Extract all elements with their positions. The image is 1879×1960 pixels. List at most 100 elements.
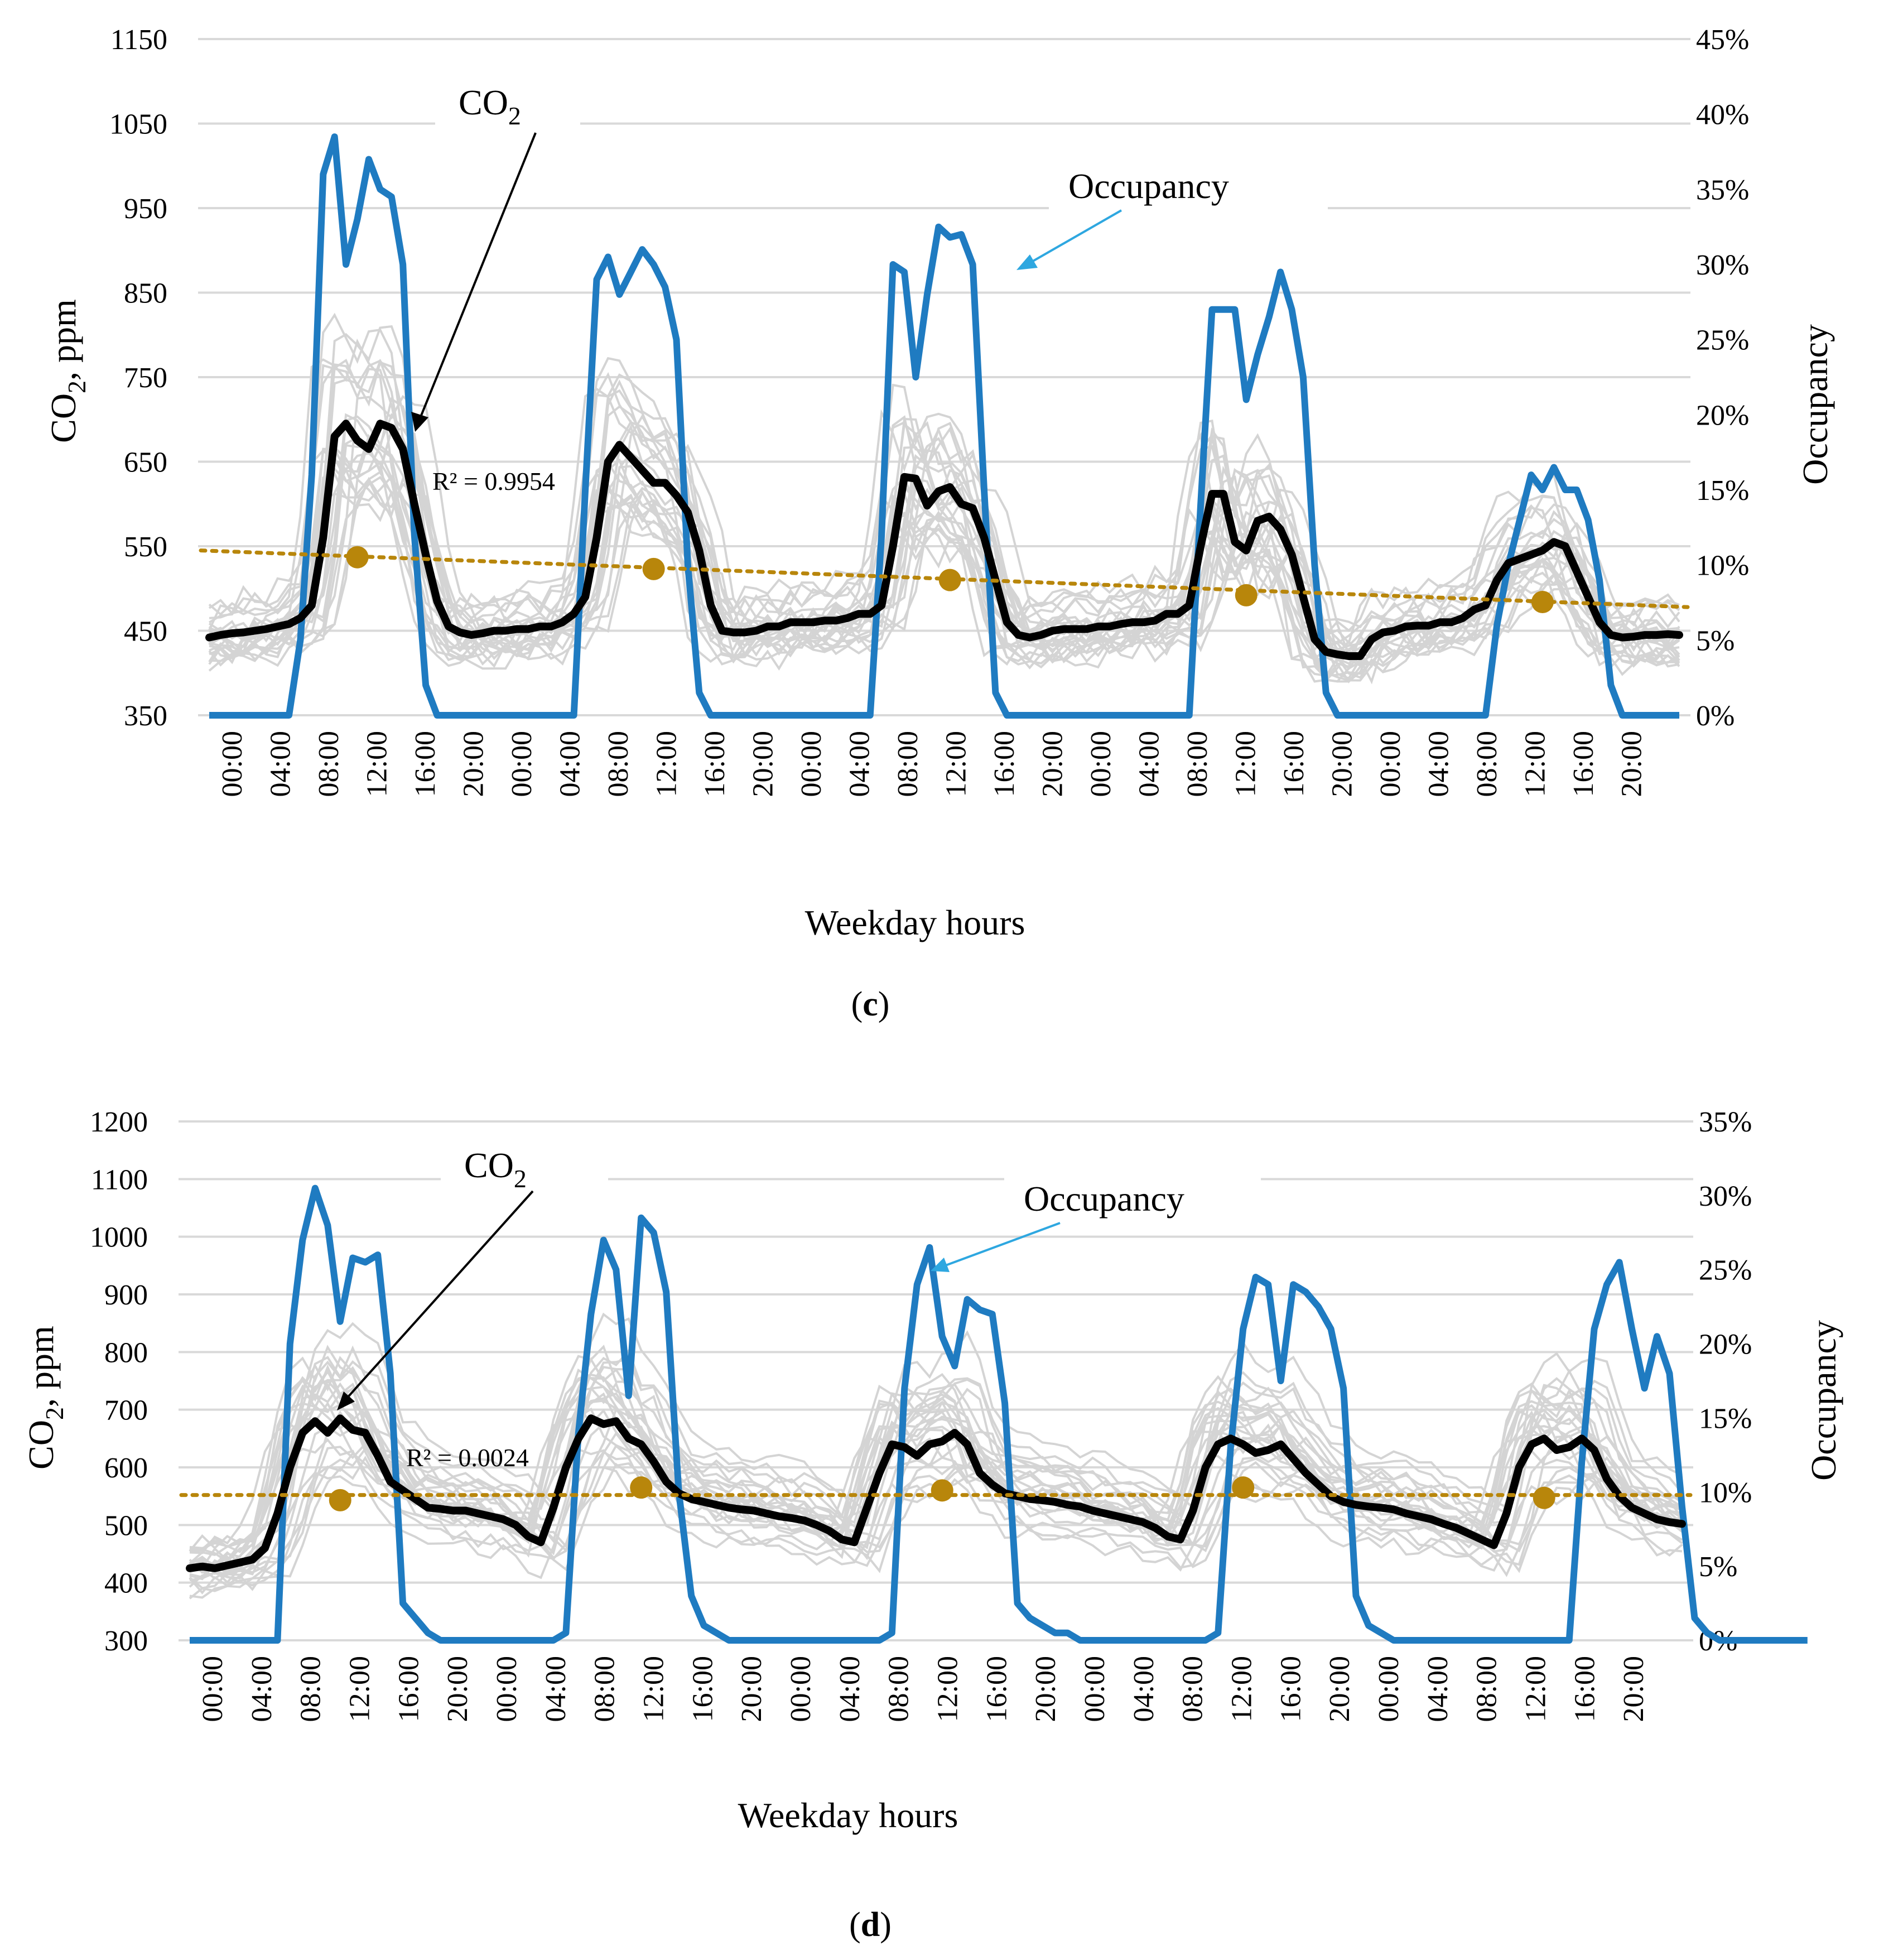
d-x-tick-label: 04:00: [1128, 1656, 1160, 1722]
c-x-tick-label: 08:00: [1471, 731, 1503, 797]
d-x-tick-label: 16:00: [393, 1656, 425, 1722]
c-daily-mean-point: [1531, 590, 1554, 613]
c-co2-mean-line: [205, 420, 1683, 660]
c-r-squared-label: R² = 0.9954: [432, 467, 555, 495]
d-x-tick-label: 20:00: [1324, 1656, 1356, 1722]
c-right-tick-label: 35%: [1696, 174, 1749, 206]
d-x-tick-label: 04:00: [1422, 1656, 1454, 1722]
c-x-tick-label: 00:00: [216, 731, 248, 797]
d-x-tick-label: 12:00: [1520, 1656, 1552, 1722]
c-right-tick-label: 25%: [1696, 325, 1749, 357]
d-x-tick-label: 00:00: [197, 1656, 229, 1722]
c-left-tick-label: 350: [124, 700, 167, 732]
d-x-tick-label: 20:00: [1030, 1656, 1062, 1722]
c-left-tick-label: 1050: [109, 109, 167, 141]
c-daily-mean-point: [1235, 584, 1258, 606]
c-right-tick-label: 40%: [1696, 99, 1749, 131]
c-left-tick-label: 850: [124, 278, 167, 310]
d-left-tick-label: 500: [104, 1510, 148, 1542]
c-x-tick-label: 04:00: [844, 731, 876, 797]
d-left-tick-label: 600: [104, 1452, 148, 1484]
c-left-tick-label: 650: [124, 447, 167, 479]
d-left-tick-label: 300: [104, 1625, 148, 1657]
d-occupancy-arrow-icon: [931, 1258, 950, 1272]
c-daily-mean-point: [642, 557, 665, 580]
c-left-tick-label: 550: [124, 531, 167, 563]
c-x-tick-label: 08:00: [892, 731, 924, 797]
c-left-tick-label: 950: [124, 193, 167, 225]
d-left-tick-label: 1100: [91, 1164, 148, 1196]
c-x-tick-label: 00:00: [506, 731, 538, 797]
c-right-tick-label: 10%: [1696, 550, 1749, 582]
c-right-tick-label: 45%: [1696, 24, 1749, 56]
d-right-tick-label: 5%: [1699, 1551, 1737, 1583]
c-right-tick-label: 30%: [1696, 249, 1749, 281]
c-x-tick-label: 00:00: [1085, 731, 1117, 797]
d-right-tick-label: 35%: [1699, 1106, 1752, 1138]
d-x-tick-label: 16:00: [1275, 1656, 1307, 1722]
c-daily-mean-point: [938, 569, 961, 591]
d-background-line: [189, 1312, 1683, 1552]
d-x-tick-label: 12:00: [638, 1656, 670, 1722]
c-daily-mean-points: [346, 546, 1554, 613]
c-x-tick-label: 12:00: [941, 731, 972, 797]
d-x-tick-label: 08:00: [1471, 1656, 1503, 1722]
c-co2-annotation: CO2: [459, 83, 521, 130]
d-right-tick-label: 10%: [1699, 1477, 1752, 1509]
d-background-line: [189, 1421, 1683, 1582]
c-occupancy-arrow-icon: [1016, 254, 1038, 270]
c-background-line: [208, 359, 1680, 647]
c-x-tick-label: 20:00: [1037, 731, 1069, 797]
d-x-tick-label: 04:00: [834, 1656, 866, 1722]
c-right-tick-label: 15%: [1696, 475, 1749, 507]
c-background-line: [208, 434, 1680, 630]
d-left-tick-label: 1200: [90, 1106, 148, 1138]
d-left-tick-label: 700: [104, 1395, 148, 1427]
d-daily-mean-points: [329, 1476, 1555, 1511]
d-x-tick-label: 08:00: [295, 1656, 327, 1722]
d-panel-caption: (d): [849, 1906, 892, 1944]
d-x-tick-label: 00:00: [1079, 1656, 1111, 1722]
c-left-tick-label: 450: [124, 616, 167, 648]
d-x-tick-label: 00:00: [1373, 1656, 1405, 1722]
c-x-tick-label: 20:00: [458, 731, 490, 797]
c-right-tick-label: 20%: [1696, 399, 1749, 431]
c-background-line: [208, 359, 1680, 651]
d-background-line: [189, 1345, 1683, 1553]
c-occupancy-annotation: Occupancy: [1068, 166, 1229, 206]
d-background-line: [189, 1369, 1683, 1564]
c-left-axis-ticks: 350 450 550 650 750 850 950 1050 1150: [109, 24, 167, 732]
c-x-tick-label: 12:00: [1520, 731, 1552, 797]
c-daily-mean-point: [346, 546, 369, 569]
c-right-axis-title: Occupancy: [1795, 324, 1835, 485]
c-x-tick-label: 00:00: [1375, 731, 1406, 797]
c-x-tick-label: 00:00: [796, 731, 827, 797]
c-x-tick-label: 04:00: [555, 731, 586, 797]
c-x-tick-label: 12:00: [1230, 731, 1262, 797]
c-x-tick-label: 20:00: [1327, 731, 1358, 797]
c-background-line: [208, 490, 1680, 668]
chart-panel-c: 350 450 550 650 750 850 950 1050 1150 0% 5% 10% 15%…: [44, 24, 1835, 1023]
c-x-tick-label: 16:00: [1278, 731, 1310, 797]
d-x-axis-ticks: 00:00 04:00 08:00 12:00 16:00 20:00 00:00 04:00…: [197, 1656, 1650, 1722]
c-x-tick-label: 04:00: [1423, 731, 1455, 797]
d-x-tick-label: 20:00: [736, 1656, 768, 1722]
d-x-tick-label: 12:00: [1226, 1656, 1258, 1722]
c-x-tick-label: 04:00: [1134, 731, 1165, 797]
c-left-axis-title: CO2, ppm: [44, 299, 91, 443]
c-left-tick-label: 750: [124, 362, 167, 394]
d-occupancy-line: [190, 1184, 1808, 1644]
c-x-tick-label: 16:00: [699, 731, 731, 797]
d-background-line: [189, 1357, 1683, 1566]
d-x-tick-label: 20:00: [442, 1656, 474, 1722]
d-background-line: [189, 1401, 1683, 1575]
d-right-axis-title: Occupancy: [1804, 1320, 1843, 1481]
c-x-tick-label: 08:00: [313, 731, 345, 797]
d-co2-arrow-icon: [337, 1391, 355, 1410]
d-daily-mean-point: [1232, 1476, 1255, 1499]
d-occupancy-annotation: Occupancy: [1024, 1179, 1184, 1219]
c-right-axis-ticks: 0% 5% 10% 15% 20% 25% 30% 35% 40% 45%: [1696, 24, 1749, 732]
c-right-tick-label: 5%: [1696, 625, 1735, 657]
d-x-tick-label: 12:00: [932, 1656, 964, 1722]
